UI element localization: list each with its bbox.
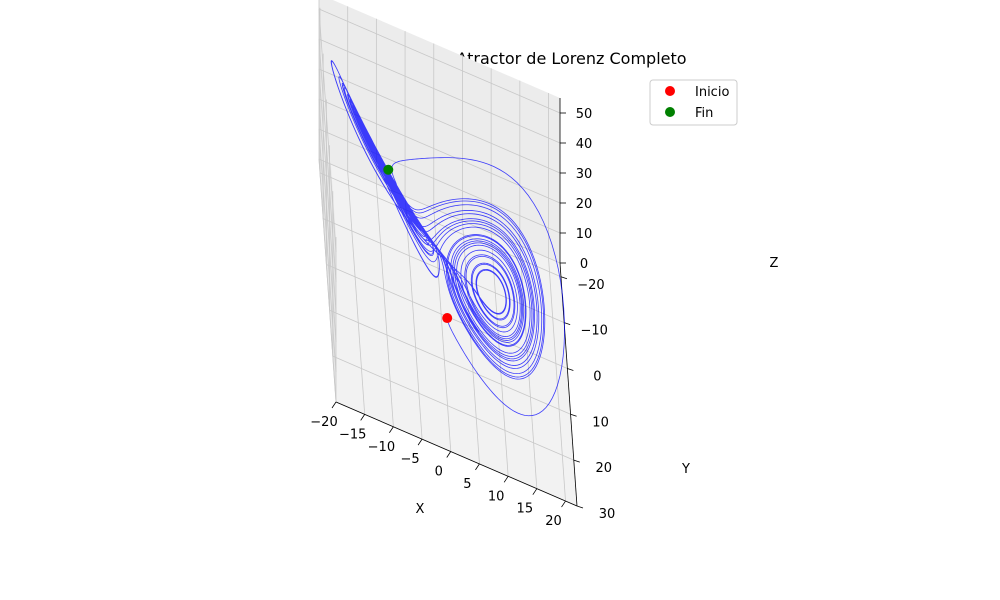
grid-left-z	[318, 128, 337, 373]
grid-floor-y	[332, 355, 574, 461]
grid-floor-y	[319, 172, 562, 278]
y-tick-label: 10	[592, 415, 609, 430]
z-tick-label: 50	[576, 107, 593, 122]
marker-layer	[383, 164, 453, 324]
legend: Inicio Fin	[649, 79, 738, 126]
grid-floor-x	[462, 220, 480, 464]
x-tick-mark	[417, 438, 423, 446]
grid-floor-x	[347, 171, 366, 415]
x-tick-mark	[475, 463, 480, 471]
x-tick-mark	[503, 476, 509, 483]
x-tick-mark	[360, 414, 366, 421]
grid-left-z	[318, 98, 337, 343]
y-tick-label: 20	[596, 461, 613, 476]
y-tick-label: −20	[577, 278, 604, 293]
grid-back-z	[318, 128, 561, 234]
z-tick-label: 0	[580, 257, 588, 272]
marker-fin	[383, 164, 394, 175]
x-tick-label: 15	[517, 502, 534, 517]
x-tick-label: −20	[310, 415, 337, 430]
x-tick-mark	[331, 401, 337, 409]
y-tick-mark	[573, 459, 580, 463]
x-tick-label: −15	[339, 427, 366, 442]
grid-left-z	[318, 158, 337, 403]
grid-floor-x	[375, 183, 394, 427]
axes-grid	[318, 0, 578, 507]
x-tick-label: 5	[463, 477, 471, 492]
legend-marker-fin	[665, 107, 675, 117]
x-tick-label: 20	[545, 514, 562, 529]
x-tick-mark	[446, 451, 452, 458]
grid-back-z	[318, 38, 561, 144]
x-tick-label: −5	[400, 452, 419, 467]
y-tick-mark	[567, 368, 574, 371]
z-tick-label: 20	[576, 197, 593, 212]
y-tick-label: 0	[593, 369, 601, 384]
z-tick-label: 10	[576, 227, 593, 242]
legend-label-inicio: Inicio	[695, 85, 729, 100]
y-axis-label: Y	[681, 462, 690, 477]
trajectory-line	[330, 60, 565, 417]
pane-back-wall	[319, 0, 560, 263]
y-tick-label: −10	[580, 324, 607, 339]
x-axis-label: X	[416, 502, 425, 517]
y-axis-line	[559, 262, 578, 507]
y-tick-mark	[570, 413, 577, 417]
pane-floor	[319, 159, 577, 506]
y-tick-mark	[560, 276, 568, 280]
x-tick-label: 0	[435, 465, 443, 480]
x-tick-label: 10	[488, 489, 505, 504]
grid-back-z	[318, 158, 561, 264]
grid-floor-x	[548, 258, 566, 502]
x-tick-label: −10	[368, 440, 395, 455]
y-tick-mark	[576, 505, 584, 509]
grid-floor-x	[404, 196, 423, 440]
grid-left-z	[318, 8, 337, 253]
x-tick-mark	[561, 500, 566, 508]
grid-back-z	[318, 8, 561, 114]
legend-marker-inicio	[665, 86, 675, 96]
legend-label-fin: Fin	[695, 106, 713, 121]
grid-left-z	[318, 68, 337, 313]
x-tick-mark	[532, 488, 538, 495]
z-tick-label: 30	[576, 167, 593, 182]
y-tick-label: 30	[599, 507, 616, 522]
axes-panes	[319, 0, 577, 506]
z-axis-label: Z	[770, 256, 779, 271]
grid-left-z	[318, 38, 337, 283]
trajectory-layer	[330, 60, 565, 417]
y-tick-mark	[564, 322, 571, 325]
z-tick-label: 40	[576, 137, 593, 152]
grid-floor-y	[323, 218, 565, 323]
grid-floor-y	[329, 309, 571, 415]
marker-inicio	[442, 313, 453, 324]
tick-labels: −20−15−10−505101520−20−10010203001020304…	[310, 107, 615, 529]
grid-back-z	[318, 68, 561, 174]
x-tick-mark	[389, 426, 394, 433]
